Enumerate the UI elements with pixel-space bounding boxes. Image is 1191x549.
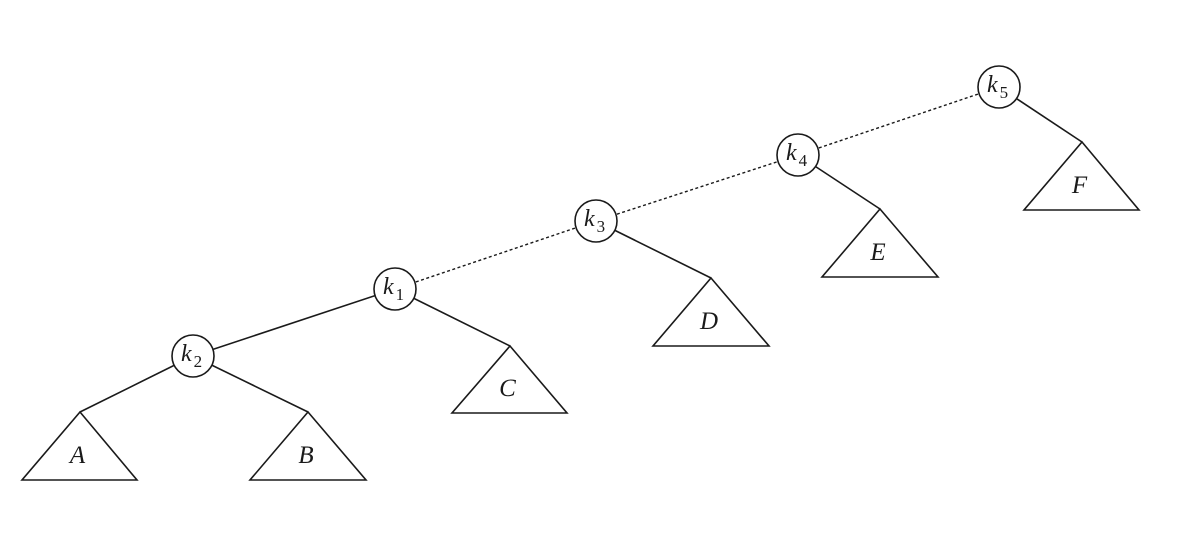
node-letter: k [181,341,192,367]
subtree-label: D [699,308,718,335]
subtree-D: D [651,276,771,347]
edge-k4-k5 [797,86,1000,156]
node-subscript: 2 [194,352,203,371]
subtree-label: B [298,442,313,469]
subtree-B: B [248,410,368,481]
node-circle [171,334,215,378]
node-circle [574,199,618,243]
subtree-label: E [869,239,885,266]
subtree-label: A [68,442,86,469]
node-subscript: 1 [396,285,405,304]
subtree-F: F [1022,140,1141,211]
node-subscript: 5 [1000,83,1009,102]
edge-k1-k2 [192,288,396,357]
subtree-triangle [1022,140,1141,211]
node-letter: k [584,206,595,232]
subtree-C: C [450,344,569,414]
subtree-triangle [820,207,940,278]
subtrees-layer: A B C D E F [20,140,1141,481]
node-subscript: 3 [597,217,606,236]
node-subscript: 4 [799,151,808,170]
subtree-E: E [820,207,940,278]
edge-k3-k4 [595,154,799,222]
edges-layer [79,86,1083,413]
subtree-A: A [20,410,139,481]
subtree-triangle [450,344,569,414]
node-letter: k [383,274,394,300]
subtree-label: F [1071,172,1088,199]
subtree-triangle [248,410,368,481]
subtree-triangle [651,276,771,347]
nodes-layer: k 1k 2k 3k 4k 5 [171,65,1021,378]
node-circle [776,133,820,177]
subtree-label: C [499,375,516,402]
node-circle [977,65,1021,109]
edge-k1-k3 [394,220,597,290]
node-letter: k [987,72,998,98]
node-circle [373,267,417,311]
node-letter: k [786,140,797,166]
subtree-triangle [20,410,139,481]
